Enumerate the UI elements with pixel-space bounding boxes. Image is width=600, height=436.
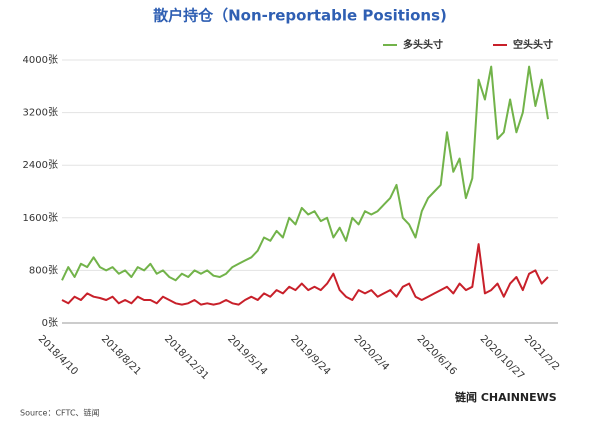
y-tick-label: 0张 bbox=[42, 317, 58, 329]
chart-title: 散户持仓（Non-reportable Positions) bbox=[153, 7, 447, 25]
x-tick-label: 2018/4/10 bbox=[36, 333, 80, 377]
x-tick-label: 2019/9/24 bbox=[288, 333, 332, 377]
y-tick-label: 800张 bbox=[29, 264, 58, 276]
y-tick-label: 4000张 bbox=[23, 54, 58, 66]
series-line bbox=[61, 243, 549, 306]
y-tick-label: 3200张 bbox=[23, 107, 58, 119]
y-tick-label: 2400张 bbox=[23, 159, 58, 171]
y-tick-label: 1600张 bbox=[23, 212, 58, 224]
legend-label: 空头头寸 bbox=[513, 38, 553, 51]
source: Source：CFTC、链闻 bbox=[20, 408, 100, 418]
series-line bbox=[61, 65, 549, 282]
x-tick-label: 2018/12/31 bbox=[162, 333, 211, 382]
x-tick-label: 2019/5/14 bbox=[225, 333, 269, 377]
x-tick-label: 2021/2/2 bbox=[522, 333, 562, 373]
legend-label: 多头头寸 bbox=[403, 38, 443, 51]
x-tick-label: 2020/10/27 bbox=[478, 333, 527, 382]
logo: 链闻 CHAINNEWS bbox=[455, 390, 557, 404]
x-tick-label: 2018/8/21 bbox=[99, 333, 143, 377]
x-tick-label: 2020/6/16 bbox=[414, 333, 458, 377]
x-tick-label: 2020/2/4 bbox=[351, 333, 391, 373]
